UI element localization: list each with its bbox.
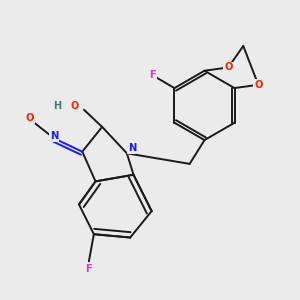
Text: O: O: [25, 113, 34, 123]
Text: O: O: [254, 80, 262, 90]
Text: N: N: [128, 143, 136, 153]
Text: N: N: [50, 131, 58, 141]
Text: F: F: [85, 264, 92, 274]
Text: O: O: [70, 101, 79, 111]
Text: O: O: [224, 62, 232, 72]
Text: F: F: [150, 70, 156, 80]
Text: H: H: [53, 101, 62, 111]
